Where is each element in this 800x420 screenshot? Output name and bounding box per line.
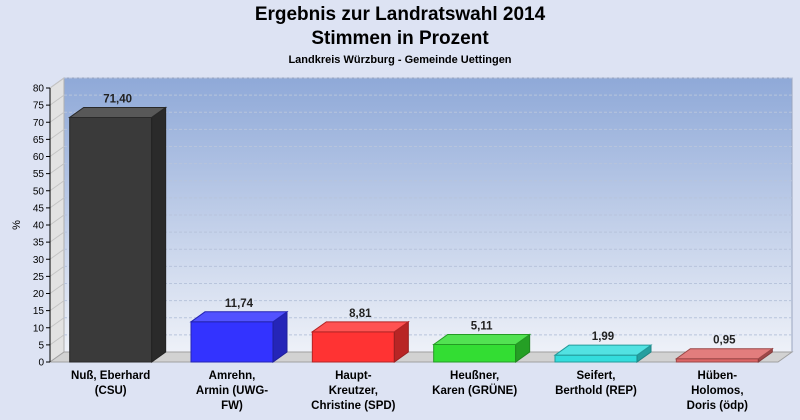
y-tick-label: 50 [33,186,45,197]
y-tick-label: 35 [33,238,45,249]
x-tick-label: Hüben- [698,370,738,382]
chart-title: Ergebnis zur Landratswahl 2014 [254,4,546,25]
gridline-side [49,94,65,106]
data-label: 1,99 [592,331,614,343]
gridline-side [49,317,65,329]
bar-top [189,311,289,323]
y-tick-label: 15 [33,306,45,317]
x-tick-label: Berthold (REP) [555,385,637,397]
x-tick-label: Armin (UWG- [196,385,268,397]
y-tick-label: 45 [33,203,45,214]
x-tick-label: Seifert, [577,370,616,382]
data-label: 0,95 [713,335,736,347]
bar-top [310,321,410,333]
plot-back-wall [63,77,793,353]
gridline-side [49,283,65,294]
bar [554,354,638,363]
bar [190,321,274,363]
data-label: 8,81 [349,308,372,320]
x-tick-label: Haupt- [335,370,372,382]
y-tick-label: 80 [33,84,45,95]
chart-subtitle: Landkreis Würzburg - Gemeinde Uettingen [288,54,512,66]
gridline-side [49,248,65,260]
y-tick-label: 40 [33,221,45,232]
x-tick-label: Heußner, [450,370,499,382]
x-tick-label: Christine (SPD) [311,400,396,412]
x-tick-label: Doris (ödp) [687,400,748,412]
gridline-side [49,146,65,157]
gridline-side [49,180,65,192]
y-axis-label: % [11,220,23,230]
y-tick-label: 20 [33,289,45,300]
y-tick-label: 10 [33,323,45,334]
y-tick-label: 55 [33,169,45,180]
gridline-side [49,77,65,89]
bar [433,343,517,363]
chart-title-line2: Stimmen in Prozent [311,28,489,49]
x-tick-label: (CSU) [95,385,127,397]
data-label: 11,74 [225,298,254,310]
x-tick-label: Karen (GRÜNE) [432,384,517,397]
data-label: 71,40 [103,93,132,105]
x-tick-label: Nuß, Eberhard [71,370,150,382]
y-tick-label: 60 [33,152,45,163]
x-tick-label: Kreutzer, [329,385,378,397]
bar-top [68,106,168,118]
y-tick-label: 65 [33,135,45,146]
y-tick-label: 25 [33,272,45,283]
data-label: 5,11 [471,320,493,332]
y-tick-label: 5 [38,340,44,351]
gridline-side [49,163,65,175]
gridline-side [49,197,65,209]
gridline-side [49,214,65,226]
gridline-side [49,111,65,123]
gridline-side [49,334,65,346]
bar [69,116,153,363]
x-tick-label: FW) [221,400,243,412]
bar-top [432,333,532,345]
gridline-side [49,300,65,312]
x-tick-label: Holomos, [691,385,743,397]
gridline-side [49,231,65,243]
bar-top [674,348,774,360]
y-tick-label: 0 [38,358,44,369]
gridline-side [49,128,65,140]
bar-side [151,106,167,363]
gridline-side [49,265,65,277]
x-tick-label: Amrehn, [209,370,256,382]
bar-top [553,344,653,356]
y-tick-label: 30 [33,255,45,266]
bar [311,331,395,363]
y-tick-label: 70 [33,118,45,129]
y-tick-label: 75 [33,101,45,112]
